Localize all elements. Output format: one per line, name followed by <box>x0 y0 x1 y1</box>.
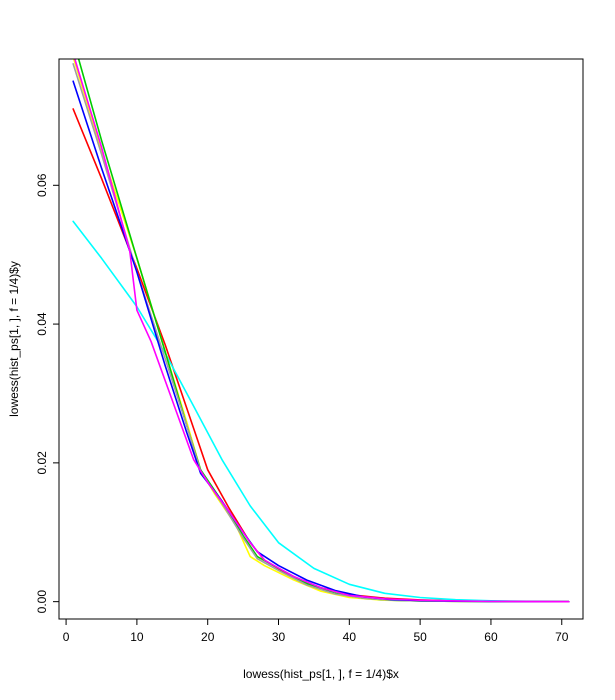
series-layer <box>72 59 570 603</box>
x-tick-label: 40 <box>343 630 357 644</box>
series-line-4 <box>77 59 570 603</box>
x-axis: 0 10 20 30 40 50 60 70 <box>63 619 569 644</box>
y-tick-label: 0.04 <box>35 312 49 336</box>
x-tick-label: 30 <box>272 630 286 644</box>
y-tick-label: 0.00 <box>35 590 49 614</box>
x-tick-label: 0 <box>63 630 70 644</box>
series-line-3 <box>72 59 570 603</box>
x-tick-label: 20 <box>201 630 215 644</box>
series-line-6 <box>72 80 570 603</box>
series-line-7 <box>74 59 570 603</box>
x-tick-label: 10 <box>130 630 144 644</box>
series-line-1 <box>72 108 570 603</box>
y-axis-title: lowess(hist_ps[1, ], f = 1/4)$y <box>7 261 21 417</box>
x-tick-label: 50 <box>413 630 427 644</box>
x-axis-title: lowess(hist_ps[1, ], f = 1/4)$x <box>243 667 399 681</box>
y-tick-label: 0.06 <box>35 173 49 197</box>
y-tick-label: 0.02 <box>35 451 49 475</box>
plot-box <box>58 58 584 620</box>
y-axis: 0.00 0.02 0.04 0.06 <box>35 173 59 613</box>
x-tick-label: 60 <box>484 630 498 644</box>
series-line-2 <box>72 220 570 603</box>
x-tick-label: 70 <box>555 630 569 644</box>
